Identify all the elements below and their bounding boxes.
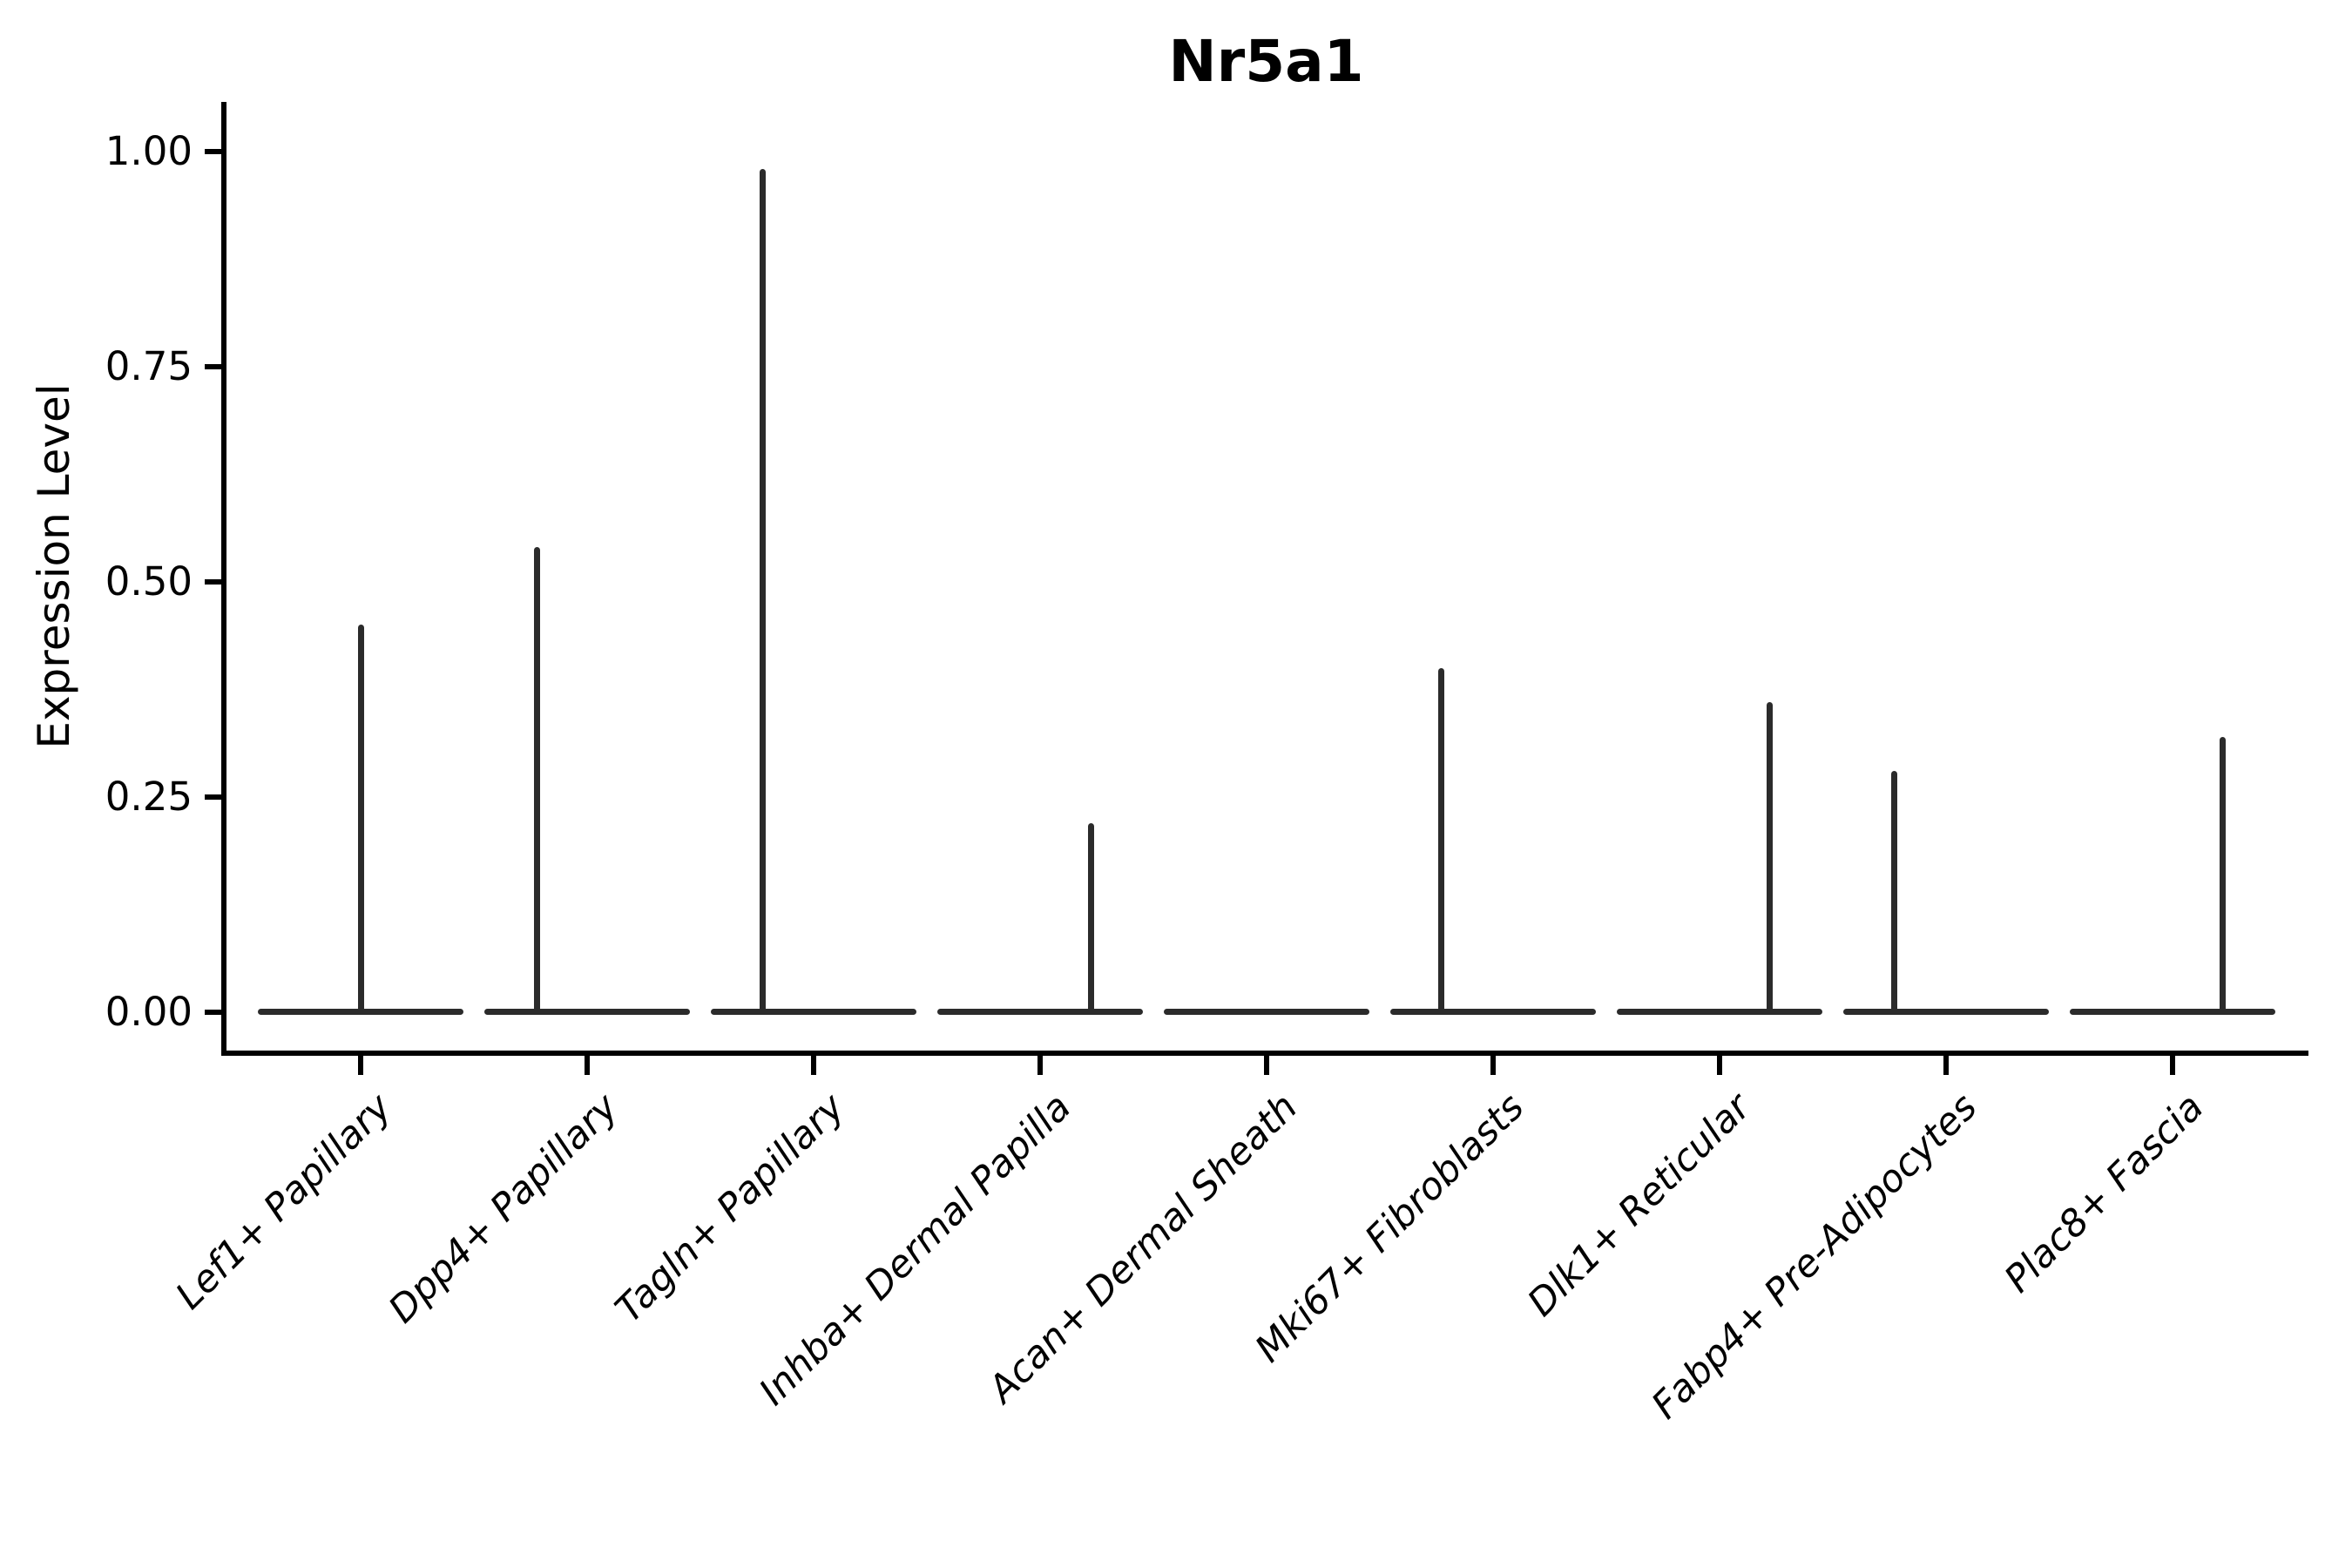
violin-baseline xyxy=(937,1009,1143,1015)
y-tick-label: 0.00 xyxy=(105,989,193,1035)
y-tick-label: 0.75 xyxy=(105,343,193,389)
x-tick-mark xyxy=(585,1056,590,1075)
y-tick-label: 0.50 xyxy=(105,558,193,605)
y-tick-mark xyxy=(205,364,224,369)
violin-baseline xyxy=(2070,1009,2275,1015)
violin-baseline xyxy=(1390,1009,1596,1015)
x-tick-label: Lef1+ Papillary xyxy=(167,1085,401,1318)
x-tick-mark xyxy=(1943,1056,1949,1075)
y-tick-mark xyxy=(205,149,224,154)
x-axis-spine xyxy=(221,1051,2308,1056)
x-tick-label: Dlk1+ Reticular xyxy=(1519,1085,1760,1326)
violin-baseline xyxy=(711,1009,916,1015)
x-tick-mark xyxy=(1037,1056,1043,1075)
y-tick-label: 0.25 xyxy=(105,774,193,820)
y-tick-label: 1.00 xyxy=(105,128,193,174)
x-tick-label: Plac8+ Fascia xyxy=(1996,1085,2213,1301)
violin-spike xyxy=(534,547,540,1015)
violin-spike xyxy=(2220,737,2226,1015)
violin-spike xyxy=(1767,702,1773,1015)
x-tick-mark xyxy=(1490,1056,1496,1075)
chart-title: Nr5a1 xyxy=(1168,28,1364,95)
x-tick-mark xyxy=(358,1056,363,1075)
violin-baseline xyxy=(1843,1009,2049,1015)
x-tick-label: Dpp4+ Papillary xyxy=(380,1085,627,1332)
violin-baseline xyxy=(1164,1009,1369,1015)
violin-spike xyxy=(1438,668,1444,1015)
y-tick-mark xyxy=(205,579,224,585)
x-tick-mark xyxy=(1717,1056,1722,1075)
violin-spike xyxy=(358,625,364,1015)
violin-spike xyxy=(1088,823,1094,1015)
violin-baseline xyxy=(1617,1009,1822,1015)
violin-baseline xyxy=(484,1009,690,1015)
violin-spike xyxy=(760,169,766,1015)
x-tick-mark xyxy=(2170,1056,2175,1075)
y-tick-mark xyxy=(205,794,224,800)
y-axis-spine xyxy=(221,102,226,1056)
x-tick-label: Tagln+ Papillary xyxy=(607,1085,854,1332)
x-tick-mark xyxy=(1264,1056,1269,1075)
y-tick-mark xyxy=(205,1010,224,1015)
x-tick-mark xyxy=(811,1056,816,1075)
violin-spike xyxy=(1891,771,1897,1015)
